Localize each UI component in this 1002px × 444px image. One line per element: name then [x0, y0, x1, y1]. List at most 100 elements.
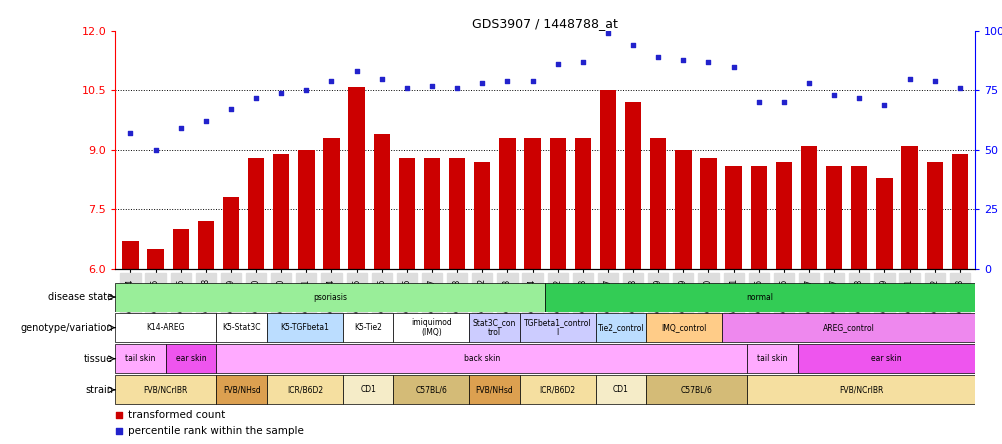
- Point: [222, 106, 238, 113]
- Point: [624, 42, 640, 49]
- Text: Tie2_control: Tie2_control: [597, 323, 643, 332]
- Text: tail skin: tail skin: [757, 354, 787, 363]
- Point: [172, 125, 188, 132]
- Bar: [216, 313, 267, 342]
- Bar: [724, 166, 741, 269]
- Bar: [851, 166, 867, 269]
- Text: disease state: disease state: [48, 292, 113, 302]
- Bar: [115, 282, 545, 312]
- Bar: [474, 162, 490, 269]
- Bar: [197, 221, 213, 269]
- Bar: [645, 313, 721, 342]
- Text: tissue: tissue: [84, 354, 113, 364]
- Bar: [122, 241, 138, 269]
- Bar: [574, 138, 590, 269]
- Text: back skin: back skin: [463, 354, 500, 363]
- Text: IMQ_control: IMQ_control: [661, 323, 706, 332]
- Point: [147, 147, 163, 154]
- Bar: [519, 313, 595, 342]
- Point: [951, 84, 967, 91]
- Point: [699, 59, 715, 66]
- Bar: [298, 150, 315, 269]
- Bar: [348, 87, 365, 269]
- Point: [349, 68, 365, 75]
- Bar: [595, 313, 645, 342]
- Bar: [247, 158, 264, 269]
- Bar: [115, 344, 165, 373]
- Point: [374, 75, 390, 82]
- Bar: [424, 158, 440, 269]
- Bar: [798, 344, 974, 373]
- Bar: [267, 375, 343, 404]
- Text: normal: normal: [745, 293, 773, 301]
- Point: [901, 75, 917, 82]
- Point: [273, 89, 289, 96]
- Bar: [674, 150, 690, 269]
- Bar: [645, 375, 746, 404]
- Bar: [115, 313, 216, 342]
- Text: Stat3C_con
trol: Stat3C_con trol: [472, 318, 516, 337]
- Text: ear skin: ear skin: [175, 354, 206, 363]
- Point: [474, 80, 490, 87]
- Bar: [545, 282, 974, 312]
- Bar: [876, 178, 892, 269]
- Point: [399, 84, 415, 91]
- Text: FVB/NHsd: FVB/NHsd: [475, 385, 513, 394]
- Bar: [775, 162, 792, 269]
- Point: [776, 99, 792, 106]
- Text: psoriasis: psoriasis: [313, 293, 347, 301]
- Point: [649, 54, 665, 61]
- Bar: [749, 166, 767, 269]
- Bar: [649, 138, 665, 269]
- Point: [574, 59, 590, 66]
- Bar: [469, 313, 519, 342]
- Text: K5-Tie2: K5-Tie2: [354, 323, 382, 332]
- Bar: [549, 138, 565, 269]
- Bar: [926, 162, 942, 269]
- Point: [674, 56, 690, 63]
- Bar: [222, 198, 238, 269]
- Text: tail skin: tail skin: [125, 354, 155, 363]
- Bar: [826, 166, 842, 269]
- Bar: [746, 375, 974, 404]
- Point: [826, 91, 842, 99]
- Bar: [323, 138, 340, 269]
- Point: [449, 84, 465, 91]
- Text: AREG_control: AREG_control: [822, 323, 874, 332]
- Point: [424, 82, 440, 89]
- Text: ICR/B6D2: ICR/B6D2: [539, 385, 575, 394]
- Point: [298, 87, 314, 94]
- Bar: [393, 375, 469, 404]
- Bar: [519, 375, 595, 404]
- Bar: [216, 375, 267, 404]
- Bar: [746, 344, 798, 373]
- Text: FVB/NHsd: FVB/NHsd: [222, 385, 261, 394]
- Point: [749, 99, 766, 106]
- Bar: [147, 249, 163, 269]
- Point: [111, 412, 127, 419]
- Bar: [399, 158, 415, 269]
- Bar: [499, 138, 515, 269]
- Bar: [393, 313, 469, 342]
- Bar: [273, 154, 290, 269]
- Bar: [343, 313, 393, 342]
- Point: [876, 101, 892, 108]
- Text: ICR/B6D2: ICR/B6D2: [287, 385, 323, 394]
- Text: TGFbeta1_control
l: TGFbeta1_control l: [523, 318, 591, 337]
- Text: ear skin: ear skin: [871, 354, 901, 363]
- Bar: [165, 344, 216, 373]
- Bar: [624, 103, 640, 269]
- Bar: [449, 158, 465, 269]
- Text: genotype/variation: genotype/variation: [21, 323, 113, 333]
- Bar: [599, 91, 615, 269]
- Bar: [524, 138, 540, 269]
- Bar: [115, 375, 216, 404]
- Point: [724, 63, 740, 70]
- Bar: [951, 154, 967, 269]
- Text: FVB/NCrIBR: FVB/NCrIBR: [838, 385, 883, 394]
- Text: C57BL/6: C57BL/6: [415, 385, 447, 394]
- Text: imiquimod
(IMQ): imiquimod (IMQ): [411, 318, 451, 337]
- Title: GDS3907 / 1448788_at: GDS3907 / 1448788_at: [472, 17, 617, 30]
- Point: [111, 427, 127, 434]
- Point: [926, 77, 942, 84]
